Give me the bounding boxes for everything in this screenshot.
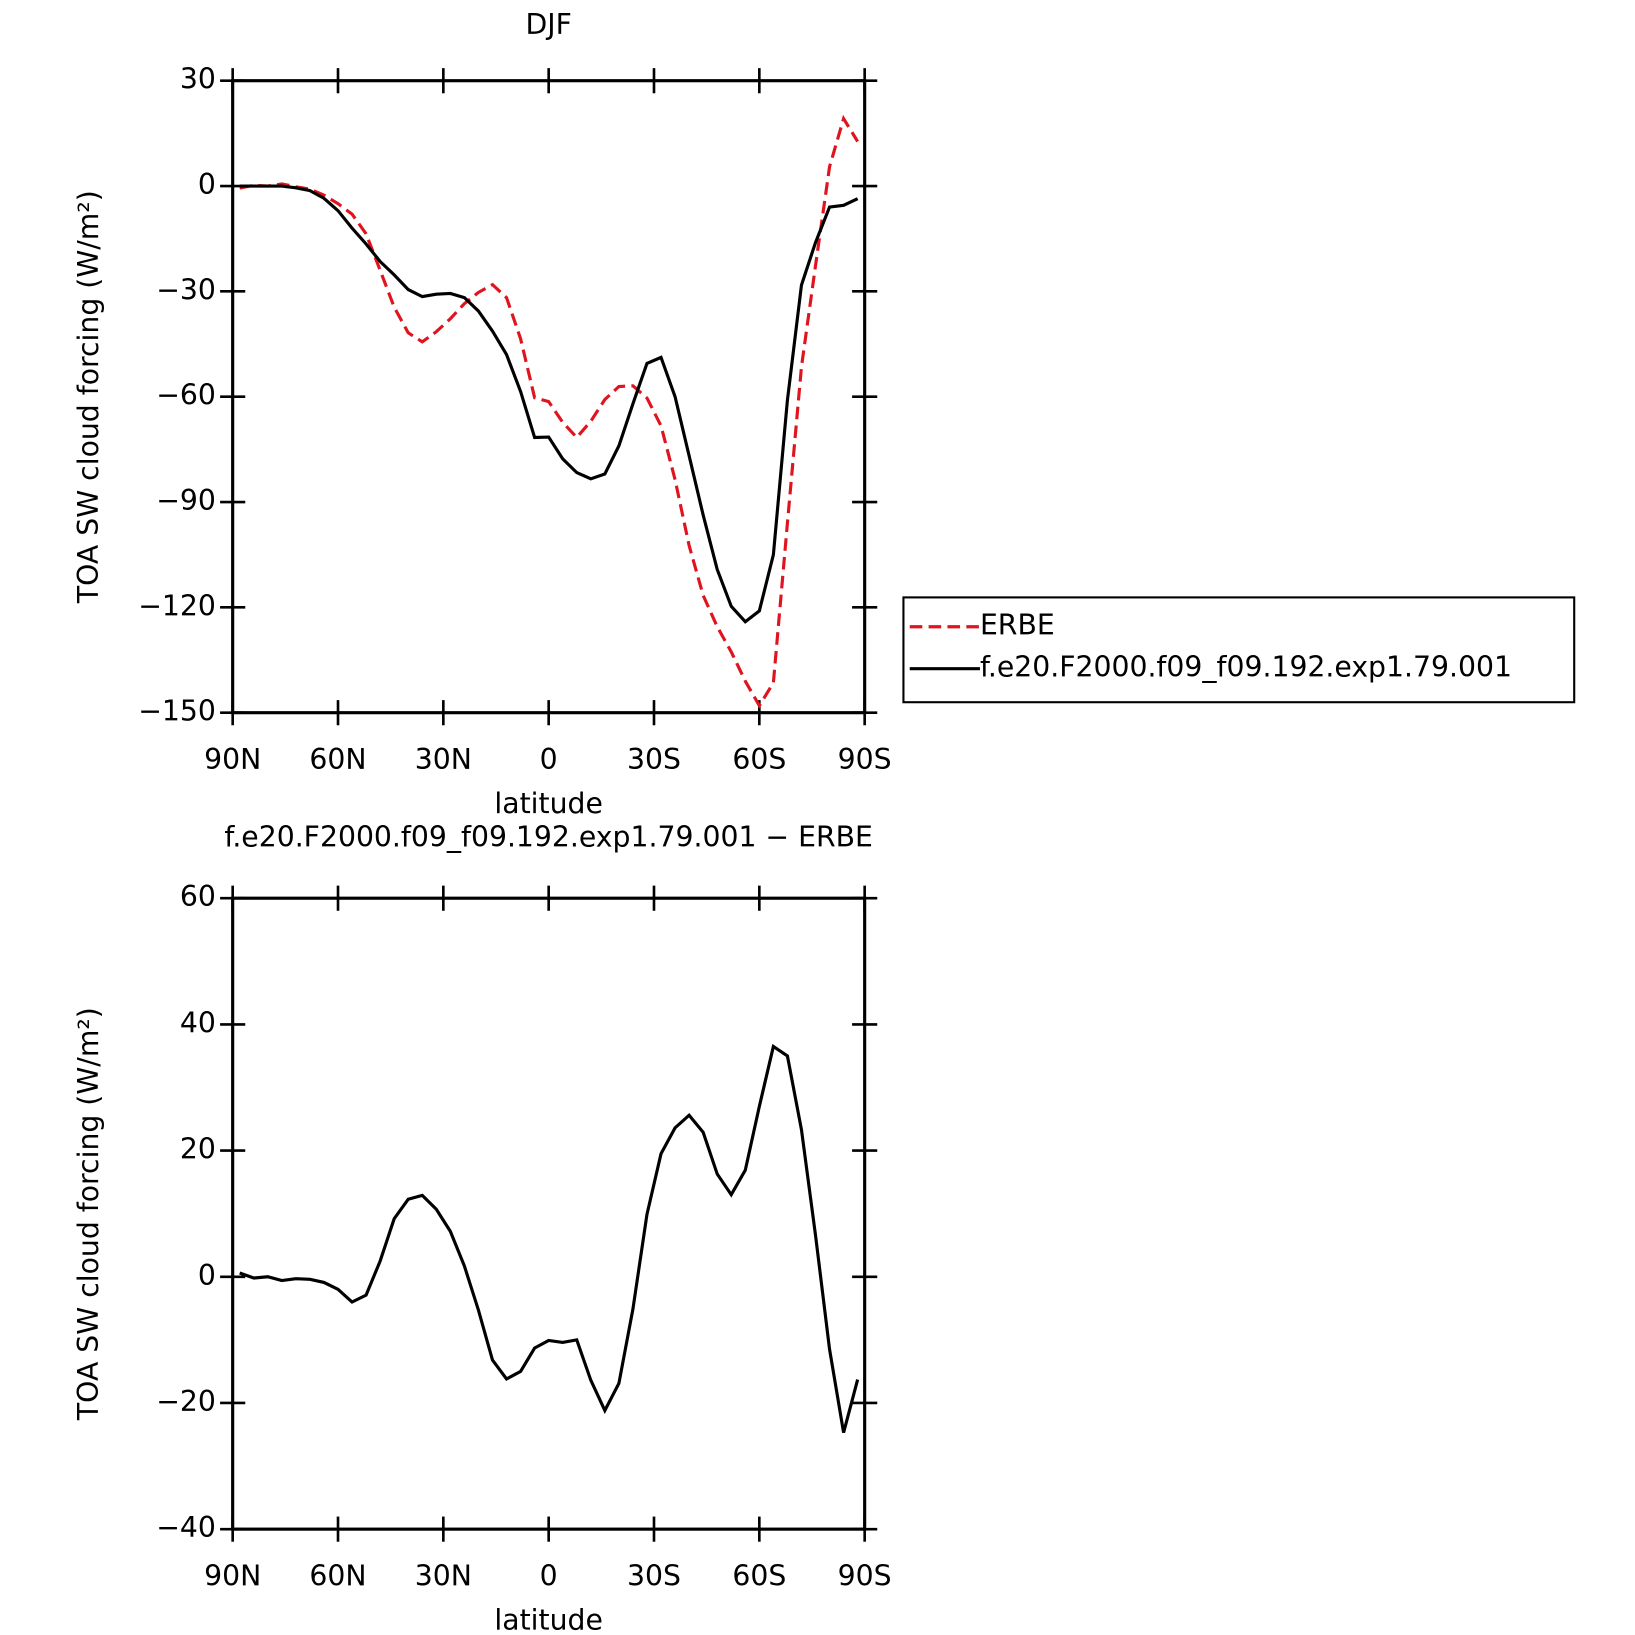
plot-frame <box>231 79 867 715</box>
legend-label: f.e20.F2000.f09_f09.192.exp1.79.001 <box>980 651 1512 684</box>
x-axis-label: latitude <box>494 787 602 820</box>
chart-title: DJF <box>525 8 571 41</box>
data-line <box>239 114 859 709</box>
legend-label: ERBE <box>980 609 1055 642</box>
plot-frame <box>231 896 867 1531</box>
x-tick-label: 0 <box>540 743 558 776</box>
x-tick-label: 90S <box>838 1559 892 1592</box>
x-tick-label: 60N <box>309 743 366 776</box>
x-tick-label: 30N <box>415 1559 472 1592</box>
x-tick-label: 60S <box>732 1559 786 1592</box>
x-tick-label: 30S <box>627 1559 681 1592</box>
y-tick-label: −30 <box>156 273 216 306</box>
data-line <box>239 1043 860 1434</box>
y-tick-label: −60 <box>156 379 216 412</box>
y-tick-label: 0 <box>198 168 216 201</box>
y-tick-label: −90 <box>156 484 216 517</box>
y-tick-label: −120 <box>138 589 216 622</box>
chart-title: f.e20.F2000.f09_f09.192.exp1.79.001 − ER… <box>224 820 872 853</box>
x-tick-label: 60S <box>732 743 786 776</box>
y-axis-label: TOA SW cloud forcing (W/m²) <box>72 1007 105 1421</box>
y-tick-label: −20 <box>156 1385 216 1418</box>
x-tick-label: 60N <box>309 1559 366 1592</box>
legend-box <box>902 596 1576 704</box>
data-line <box>239 184 859 624</box>
y-tick-label: −40 <box>156 1511 216 1544</box>
x-tick-label: 30S <box>627 743 681 776</box>
y-tick-label: 20 <box>180 1133 216 1166</box>
y-tick-label: 60 <box>180 880 216 913</box>
x-tick-label: 30N <box>415 743 472 776</box>
x-tick-label: 90N <box>204 1559 261 1592</box>
x-axis-label: latitude <box>494 1603 602 1635</box>
x-tick-label: 90N <box>204 743 261 776</box>
x-tick-label: 0 <box>540 1559 558 1592</box>
y-axis-label: TOA SW cloud forcing (W/m²) <box>72 190 105 604</box>
y-tick-label: 40 <box>180 1006 216 1039</box>
y-tick-label: 30 <box>180 63 216 96</box>
y-tick-label: −150 <box>138 695 216 728</box>
y-tick-label: 0 <box>198 1259 216 1292</box>
x-tick-label: 90S <box>838 743 892 776</box>
